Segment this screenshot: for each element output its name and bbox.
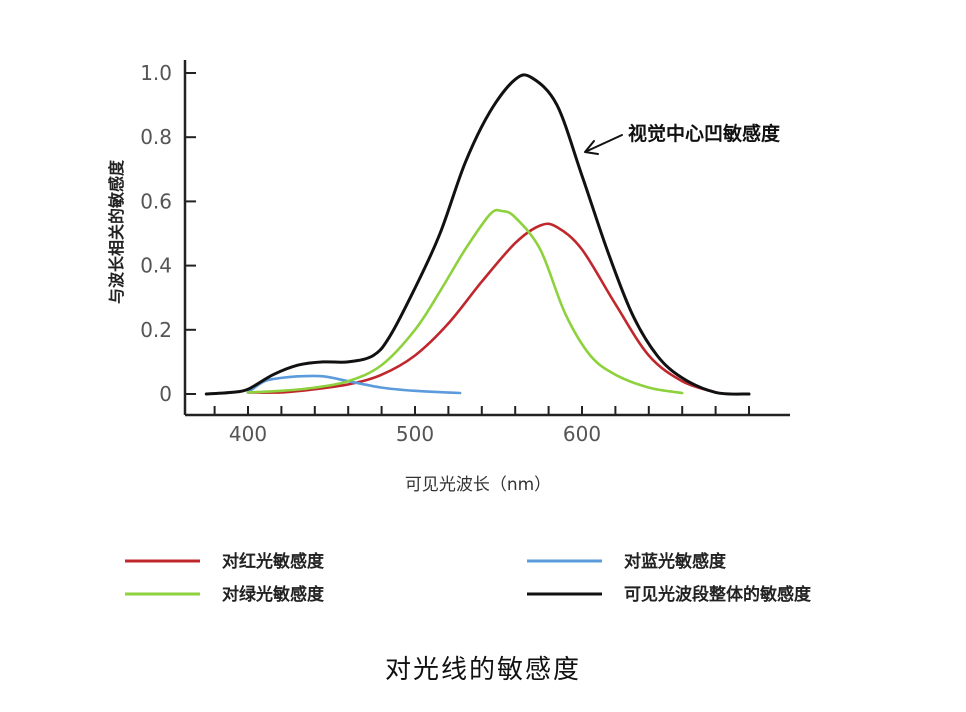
y-tick-label: 1.0 (140, 61, 172, 85)
series-line-blue (246, 374, 462, 395)
y-ticks: 0 0.2 0.4 0.6 0.8 1.0 (140, 61, 196, 406)
figure-caption: 对光线的敏感度 (385, 655, 581, 685)
x-tick-labels: 400 500 600 (229, 422, 601, 446)
axes (183, 60, 790, 417)
y-tick-label: 0.8 (140, 125, 172, 149)
y-tick-label: 0 (159, 382, 172, 406)
x-ticks (213, 406, 750, 415)
series-line-red (246, 222, 717, 394)
series-lines (204, 73, 751, 396)
x-tick-label: 400 (229, 422, 267, 446)
annotation: 视觉中心凹敏感度 (584, 122, 781, 155)
annotation-text: 视觉中心凹敏感度 (628, 122, 781, 145)
legend-label-red: 对红光敏感度 (222, 551, 325, 572)
legend-label-blue: 对蓝光敏感度 (624, 551, 727, 572)
x-tick-label: 600 (563, 422, 601, 446)
x-tick-label: 500 (396, 422, 434, 446)
annotation-arrow (584, 134, 623, 155)
legend-label-green: 对绿光敏感度 (222, 584, 325, 605)
x-axis-label: 可见光波长（nm） (405, 475, 551, 495)
series-line-green (246, 208, 684, 395)
series-line-overall (204, 73, 751, 396)
y-tick-label: 0.4 (140, 254, 172, 278)
y-axis-label: 与波长相关的敏感度 (107, 159, 126, 304)
y-tick-label: 0.6 (140, 189, 172, 213)
y-tick-label: 0.2 (140, 318, 172, 342)
legend-label-overall: 可见光波段整体的敏感度 (624, 584, 812, 605)
